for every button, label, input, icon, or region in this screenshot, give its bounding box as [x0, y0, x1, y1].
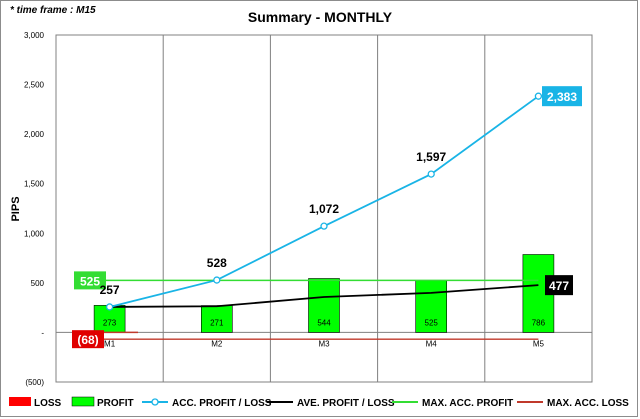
profit-bar-label: 786 — [532, 318, 546, 327]
acc-point — [427, 170, 435, 178]
max-acc-profit-label: 525 — [80, 274, 100, 288]
y-tick-label: - — [41, 328, 44, 337]
acc-point — [534, 92, 543, 100]
y-tick-label: 1,000 — [24, 229, 45, 238]
acc-end-box — [542, 86, 582, 107]
profit-bar-label: 271 — [210, 318, 224, 327]
legend-label: AVE. PROFIT / LOSS — [297, 398, 395, 409]
legend-label: PROFIT — [97, 398, 134, 409]
profit-bar-label: 273 — [103, 318, 117, 327]
ave-end-label: 477 — [549, 279, 569, 293]
data-labels: 273 271 544 525 786 525 (68) 477 257 528 1,072 1,59… — [72, 86, 582, 349]
ave-profit-loss-line — [109, 284, 539, 308]
max-acc-profit-box — [74, 271, 106, 290]
acc-end-label: 2,383 — [547, 90, 577, 104]
y-axis-label: PIPS — [10, 196, 22, 221]
acc-point — [320, 222, 328, 230]
acc-label: 1,597 — [416, 150, 446, 164]
legend-label: MAX. ACC. LOSS — [547, 398, 629, 409]
profit-bar — [415, 280, 448, 333]
x-tick-label: M4 — [426, 339, 438, 348]
chart-title: Summary - MONTHLY — [248, 9, 393, 25]
legend: LOSS PROFIT ACC. PROFIT / LOSS AVE. PROFIT … — [9, 396, 629, 409]
acc-point — [213, 276, 221, 284]
profit-bar — [201, 305, 233, 333]
series-lines — [74, 92, 543, 340]
x-tick-label: M3 — [318, 339, 330, 348]
max-acc-loss-label: (68) — [77, 333, 98, 347]
y-tick-label: (500) — [25, 378, 44, 387]
legend-swatch — [9, 397, 31, 406]
x-tick-label: M2 — [211, 339, 223, 348]
y-tick-label: 2,500 — [24, 81, 45, 90]
legend-label: LOSS — [34, 398, 62, 409]
legend-marker — [151, 398, 159, 406]
ave-end-box — [545, 275, 573, 296]
plot-area-border — [55, 34, 593, 383]
acc-label: 1,072 — [309, 202, 339, 216]
x-axis: M1 M2 M3 M4 M5 — [104, 339, 544, 348]
max-acc-loss-box — [72, 330, 104, 349]
timeframe-note: * time frame : M15 — [10, 5, 96, 16]
legend-label: ACC. PROFIT / LOSS — [172, 398, 272, 409]
y-tick-label: 500 — [31, 279, 45, 288]
x-tick-label: M1 — [104, 339, 116, 348]
acc-label: 257 — [100, 283, 120, 297]
profit-bar — [308, 278, 340, 333]
profit-bar-label: 525 — [425, 318, 439, 327]
y-tick-label: 1,500 — [24, 180, 45, 189]
acc-point — [105, 303, 114, 311]
x-tick-label: M5 — [533, 339, 545, 348]
y-tick-label: 2,000 — [24, 130, 45, 139]
legend-swatch — [71, 396, 95, 407]
y-tick-label: 3,000 — [24, 31, 45, 40]
y-axis: (500) - 500 1,000 1,500 2,000 2,500 3,000 — [24, 31, 45, 387]
legend-label: MAX. ACC. PROFIT — [422, 398, 513, 409]
profit-bar-label: 544 — [317, 318, 331, 327]
acc-label: 528 — [207, 256, 227, 270]
